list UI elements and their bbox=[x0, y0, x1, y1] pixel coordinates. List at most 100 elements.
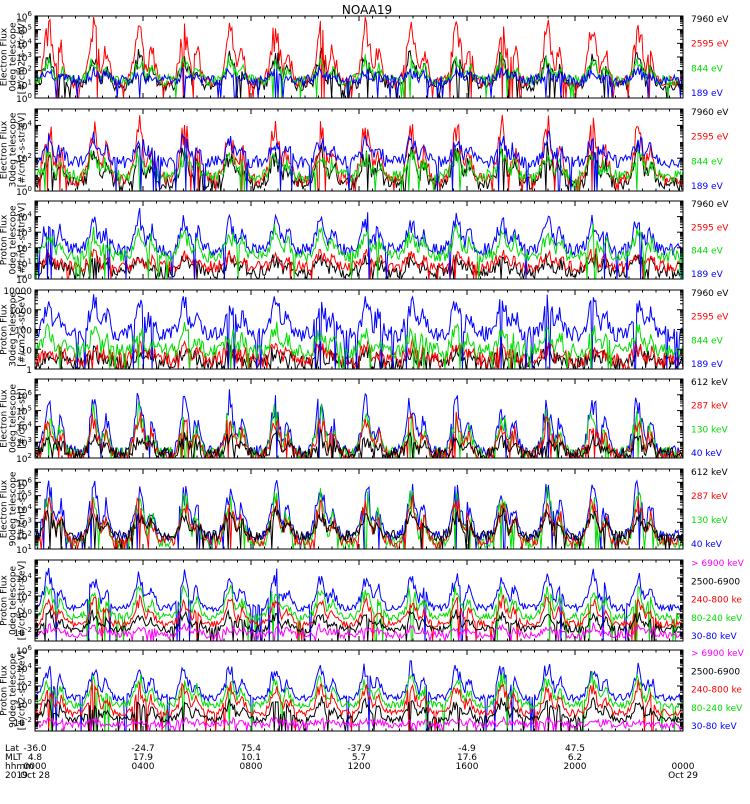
x-row-label: hhmm bbox=[5, 762, 34, 772]
legend-entry: 7960 eV bbox=[691, 289, 729, 299]
y-tick-label: 105 bbox=[16, 490, 32, 503]
y-tick-label: 102 bbox=[16, 242, 32, 255]
legend-entry: 240-800 ke bbox=[691, 686, 742, 696]
panels: 100101102103104105106TEDElectron Flux0de… bbox=[0, 10, 745, 732]
series-line-2500-6900 bbox=[35, 696, 683, 731]
series-line-189-ev bbox=[35, 294, 683, 369]
x-tick-label-lat: 47.5 bbox=[565, 744, 585, 754]
legend-entry: 80-240 keV bbox=[691, 704, 743, 714]
panel-frame bbox=[34, 15, 684, 99]
x-row-label: 2019 bbox=[5, 771, 28, 781]
x-tick-label-mlt: 17.6 bbox=[457, 753, 477, 763]
legend-entry: 30-80 keV bbox=[691, 722, 737, 732]
y-tick-label: 100 bbox=[15, 327, 32, 337]
series-line-240-800-ke bbox=[35, 679, 683, 731]
series-line-30-80-kev bbox=[35, 567, 683, 641]
series-line-80-240-kev bbox=[35, 671, 683, 731]
y-tick-label: 106 bbox=[16, 644, 32, 657]
legend-entry: 40 keV bbox=[691, 540, 723, 550]
y-axis-label: TEDElectron Flux0deg telescope[#/cm2-s-s… bbox=[0, 20, 28, 95]
x-tick-label-mlt: 10.1 bbox=[241, 753, 261, 763]
series-group bbox=[35, 479, 683, 549]
y-tick-label: 100 bbox=[16, 698, 32, 711]
y-tick-label: 104 bbox=[16, 572, 32, 585]
legend-entry: 7960 eV bbox=[691, 15, 729, 25]
y-tick-label: 102 bbox=[16, 452, 32, 465]
y-tick-label: 1000 bbox=[9, 307, 32, 317]
y-tick-label: 103 bbox=[16, 516, 32, 529]
y-tick-label: 100 bbox=[16, 608, 32, 621]
x-tick-label-hhmm: 0000 bbox=[24, 762, 47, 772]
series-group bbox=[35, 389, 683, 458]
y-tick-label: 102 bbox=[16, 152, 32, 165]
y-tick-label: 105 bbox=[16, 24, 32, 37]
legend-entry: 7960 eV bbox=[691, 108, 729, 118]
series-line-189-ev bbox=[35, 129, 683, 191]
x-tick-label-hhmm: 0000 bbox=[672, 762, 695, 772]
y-axis-label: TEDProton Flux30deg telescope[#/cm2-s-st… bbox=[0, 292, 28, 367]
x-tick-label-lat: -4.9 bbox=[458, 744, 476, 754]
x-tick-label-hhmm: 1200 bbox=[348, 762, 371, 772]
legend-entry: 844 eV bbox=[691, 336, 724, 346]
panel-8: 10-2 100 102 104 106MEPEDProton Flux90deg te… bbox=[0, 644, 745, 732]
y-axis-label: MEPEDProton Flux90deg telescope[#/cm2-s-… bbox=[0, 651, 28, 730]
legend-entry: > 6900 keV bbox=[691, 559, 745, 569]
y-tick-label: 101 bbox=[16, 78, 32, 91]
series-group bbox=[35, 208, 683, 279]
series-line-844-ev bbox=[35, 52, 683, 98]
y-tick-label: 10-2 bbox=[14, 626, 32, 639]
x-tick-label-lat: 75.4 bbox=[241, 744, 261, 754]
x-tick-label-mlt: 5.7 bbox=[352, 753, 366, 763]
legend-entry: 2500-6900 bbox=[691, 577, 740, 587]
legend-entry: 30-80 keV bbox=[691, 632, 737, 642]
series-line-2595-ev bbox=[35, 16, 683, 98]
series-line-189-ev bbox=[35, 208, 683, 279]
y-tick-label: 103 bbox=[16, 226, 32, 239]
legend-entry: 189 eV bbox=[691, 89, 724, 99]
x-tick-label-lat: -37.9 bbox=[347, 744, 371, 754]
legend-entry: 189 eV bbox=[691, 270, 724, 280]
series-line-2500-6900 bbox=[35, 608, 683, 641]
series-group bbox=[35, 16, 683, 98]
y-tick-label: 103 bbox=[16, 51, 32, 64]
x-tick-label-mlt: 17.9 bbox=[133, 753, 153, 763]
series-line-240-800-ke bbox=[35, 594, 683, 641]
x-tick-label-lat: -36.0 bbox=[23, 744, 47, 754]
legend-entry: 287 keV bbox=[691, 402, 728, 412]
series-line-189-ev bbox=[35, 65, 683, 98]
figure-title: NOAA19 bbox=[342, 3, 392, 17]
series-group bbox=[35, 294, 683, 369]
legend-entry: 189 eV bbox=[691, 182, 724, 192]
x-row-label: MLT bbox=[5, 753, 23, 763]
panel-7: 10-2 100 102 104MEPEDProton Flux0deg telesc… bbox=[0, 559, 745, 642]
panel-2: 100 102 104TEDElectron Flux30deg telescope… bbox=[0, 108, 729, 198]
y-tick-label: 103 bbox=[16, 436, 32, 449]
y-tick-label: 104 bbox=[16, 119, 32, 132]
legend-entry: 7960 eV bbox=[691, 200, 729, 210]
y-axis-label: TEDElectron Flux30deg telescope[#/cm2-s-… bbox=[0, 112, 28, 187]
series-line-80-240-kev bbox=[35, 584, 683, 641]
legend-entry: 240-800 ke bbox=[691, 596, 742, 606]
legend-entry: 612 keV bbox=[691, 378, 728, 388]
series-group bbox=[35, 660, 683, 731]
legend-entry: 287 keV bbox=[691, 492, 728, 502]
x-row-label: Lat bbox=[5, 744, 20, 754]
y-tick-label: 104 bbox=[16, 503, 32, 516]
y-tick-label: 105 bbox=[16, 405, 32, 418]
y-tick-label: 102 bbox=[16, 680, 32, 693]
y-tick-label: 100 bbox=[16, 273, 32, 286]
x-tick-label-hhmm: 0400 bbox=[132, 762, 155, 772]
panel-4: 1 10 100 1000 10000TEDProton Flux30deg teles… bbox=[0, 287, 729, 376]
y-tick-label: 104 bbox=[16, 420, 32, 433]
panel-frame bbox=[34, 108, 684, 192]
y-tick-label: 104 bbox=[16, 37, 32, 50]
legend-entry: 2595 eV bbox=[691, 133, 729, 143]
y-tick-label: 102 bbox=[16, 590, 32, 603]
legend-entry: 2595 eV bbox=[691, 313, 729, 323]
legend-entry: 844 eV bbox=[691, 247, 724, 257]
y-tick-label: 101 bbox=[16, 257, 32, 270]
y-tick-label: 104 bbox=[16, 211, 32, 224]
y-tick-label: 1 bbox=[26, 366, 32, 376]
legend-entry: 189 eV bbox=[691, 360, 724, 370]
